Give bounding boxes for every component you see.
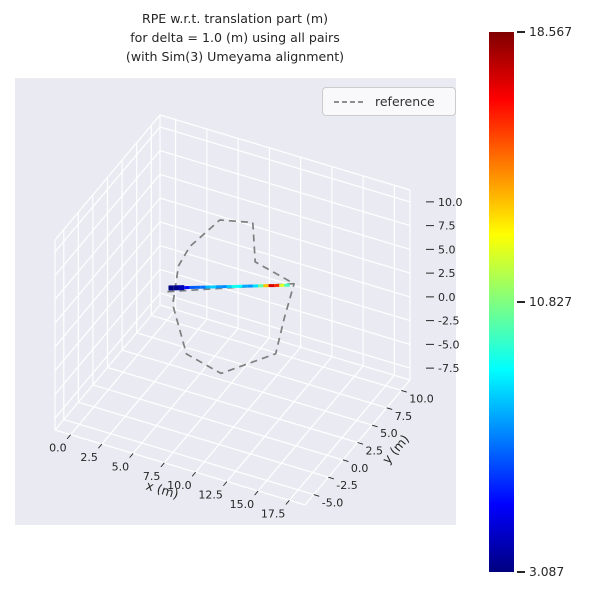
- x-tick-label: 17.5: [261, 507, 286, 520]
- colorbar-label-min: 3.087: [529, 565, 565, 579]
- rpe-trajectory: [168, 283, 290, 291]
- colorbar: [489, 32, 515, 576]
- x-tick-label: 15.0: [230, 498, 255, 511]
- chart-title-line-2: for delta = 1.0 (m) using all pairs: [130, 30, 340, 45]
- z-tick-label: 7.5: [438, 220, 456, 233]
- chart-title-line-3: (with Sim(3) Umeyama alignment): [125, 49, 345, 64]
- plot-panel: [15, 78, 456, 525]
- colorbar-tick-max: [517, 31, 525, 33]
- colorbar-tick-mid: [517, 301, 525, 303]
- z-tick-label: -5.0: [438, 338, 459, 351]
- colorbar-tick-min: [517, 571, 525, 573]
- y-tick-label: 2.5: [366, 445, 384, 458]
- x-tick-label: 2.5: [80, 451, 98, 464]
- y-tick-label: 5.0: [380, 427, 398, 440]
- legend-label-reference: reference: [375, 94, 435, 109]
- chart-title-line-1: RPE w.r.t. translation part (m): [141, 11, 329, 26]
- chart-title: RPE w.r.t. translation part (m) for delt…: [2, 9, 468, 66]
- x-tick-label: 0.0: [49, 442, 67, 455]
- colorbar-gradient: [489, 32, 514, 572]
- reference-trajectory: [167, 219, 295, 375]
- legend: reference: [322, 87, 456, 116]
- x-tick-label: 5.0: [112, 460, 130, 473]
- z-tick-label: 10.0: [438, 196, 463, 209]
- y-tick-label: 7.5: [395, 410, 413, 423]
- z-tick-label: -7.5: [438, 362, 459, 375]
- y-tick-label: 10.0: [409, 392, 434, 405]
- x-tick-label: 7.5: [143, 470, 161, 483]
- tick-labels: 0.0 2.5 5.0 7.5 10.0 12.5 15.0 17.5 -5.0 -2.5 0.0 2…: [49, 196, 462, 520]
- grid-lines: [54, 114, 411, 506]
- y-tick-label: -5.0: [322, 497, 343, 510]
- reference-dashed-line-sample: [334, 100, 366, 103]
- y-tick-label: -2.5: [336, 479, 357, 492]
- z-tick-label: 2.5: [438, 267, 456, 280]
- x-tick-label: 10.0: [167, 479, 192, 492]
- z-tick-label: 0.0: [438, 291, 456, 304]
- colorbar-label-mid: 10.827: [529, 295, 573, 309]
- y-tick-label: 0.0: [351, 462, 369, 475]
- colorbar-label-max: 18.567: [529, 25, 573, 39]
- z-tick-label: 5.0: [438, 243, 456, 256]
- x-tick-label: 12.5: [198, 489, 223, 502]
- z-tick-label: -2.5: [438, 315, 459, 328]
